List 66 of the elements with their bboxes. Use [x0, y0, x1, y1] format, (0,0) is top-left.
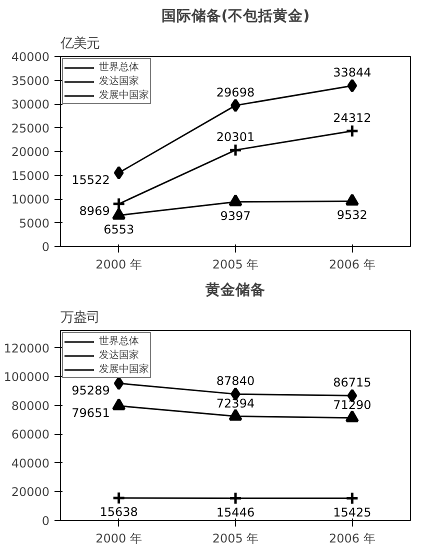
y-tick-label: 0 — [42, 240, 50, 254]
x-tick-label: 2005 年 — [212, 258, 259, 272]
point — [228, 408, 242, 421]
y-tick-label: 35000 — [11, 74, 50, 88]
point — [114, 376, 124, 390]
y-tick-label: 80000 — [11, 398, 50, 413]
data-label: 33844 — [333, 66, 372, 80]
x-tick-label: 2006 年 — [328, 532, 376, 546]
data-label: 15522 — [72, 172, 110, 187]
point — [230, 98, 240, 112]
point — [112, 398, 126, 410]
legend-label: 发达国家 — [99, 74, 139, 88]
y-tick-label: 20000 — [11, 145, 50, 159]
x-tick-label: 2006 年 — [328, 258, 376, 272]
chart-title: 黄金储备 — [204, 282, 266, 298]
point — [112, 491, 126, 505]
data-label: 95289 — [72, 383, 110, 398]
y-tick-label: 15000 — [11, 168, 50, 183]
y-tick-label: 20000 — [11, 485, 50, 500]
y-axis-title: 亿美元 — [60, 36, 100, 52]
data-label: 9532 — [336, 208, 368, 222]
point — [345, 492, 359, 506]
data-label: 72394 — [216, 396, 255, 410]
point — [228, 194, 242, 206]
data-label: 86715 — [333, 376, 372, 390]
y-axis-title: 万盎司 — [60, 310, 100, 326]
legend-label: 世界总体 — [99, 60, 139, 74]
data-label: 20301 — [216, 130, 255, 144]
chart-title: 国际储备(不包括黄金) — [161, 8, 310, 24]
point — [345, 194, 359, 206]
x-tick-label: 2000 年 — [96, 532, 142, 546]
data-label: 71290 — [333, 398, 372, 412]
point — [112, 208, 126, 220]
y-tick-label: 100000 — [4, 370, 50, 384]
legend-label: 世界总体 — [99, 334, 139, 348]
legend-label: 发展中国家 — [99, 362, 149, 376]
y-tick-label: 60000 — [11, 428, 50, 442]
data-label: 24312 — [333, 111, 372, 126]
y-tick-label: 120000 — [4, 341, 50, 356]
point — [228, 492, 242, 506]
point — [345, 410, 359, 422]
x-tick-label: 2005 年 — [212, 532, 259, 546]
point — [347, 78, 358, 92]
y-tick-label: 30000 — [11, 98, 50, 112]
data-label: 9397 — [220, 208, 251, 223]
y-tick-label: 40000 — [11, 50, 50, 64]
point — [114, 166, 124, 180]
data-label: 15638 — [100, 504, 138, 519]
point — [112, 197, 126, 211]
y-tick-label: 25000 — [11, 121, 50, 136]
y-tick-label: 5000 — [18, 216, 50, 230]
point — [345, 124, 359, 138]
point — [228, 143, 242, 157]
data-label: 8969 — [79, 204, 110, 218]
data-label: 6553 — [104, 222, 134, 236]
data-label: 15446 — [216, 505, 255, 520]
legend-label: 发达国家 — [99, 348, 139, 362]
x-tick-label: 2000 年 — [96, 258, 142, 272]
data-label: 87840 — [216, 374, 255, 388]
y-tick-label: 10000 — [11, 192, 50, 206]
legend-label: 发展中国家 — [99, 88, 149, 102]
data-label: 15425 — [333, 505, 372, 520]
y-tick-label: 0 — [42, 514, 50, 528]
y-tick-label: 40000 — [11, 456, 50, 470]
data-label: 79651 — [72, 406, 110, 420]
data-label: 29698 — [216, 85, 255, 100]
